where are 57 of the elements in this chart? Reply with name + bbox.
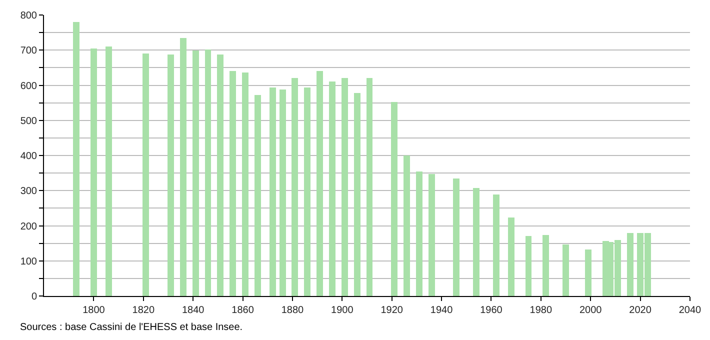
x-tick-label: 1820: [132, 305, 155, 316]
x-tick-label: 1940: [430, 305, 454, 316]
bar: [242, 72, 248, 296]
bar: [341, 78, 348, 296]
bar: [167, 54, 174, 296]
y-tick-label: 500: [20, 116, 38, 127]
x-tick-label: 1960: [480, 305, 503, 316]
source-note: Sources : base Cassini de l'EHESS et base Insee.: [20, 322, 243, 333]
bar: [254, 95, 261, 296]
bar: [73, 22, 80, 296]
y-tick-label: 800: [20, 10, 38, 22]
bar: [279, 89, 286, 296]
bar: [525, 236, 532, 296]
y-tick-label: 700: [20, 46, 38, 57]
bar: [416, 172, 422, 296]
bar: [366, 78, 373, 296]
x-tick-label: 2040: [678, 305, 702, 316]
bar: [428, 174, 435, 296]
bar: [542, 234, 550, 296]
x-tick-label: 1840: [182, 305, 205, 316]
y-tick-label: 300: [20, 186, 38, 198]
x-tick-label: 2020: [629, 305, 652, 316]
bar: [105, 46, 112, 296]
bar: [453, 178, 460, 296]
bar: [473, 188, 480, 296]
x-tick-label: 1800: [82, 305, 106, 316]
bar: [90, 48, 97, 296]
bar: [269, 87, 276, 296]
bar: [627, 233, 634, 296]
x-tick-label: 1980: [530, 305, 552, 316]
bar: [508, 218, 514, 296]
bar: [354, 92, 360, 296]
bar: [230, 70, 236, 296]
bar: [204, 49, 212, 296]
bar: [304, 87, 311, 296]
bar: [492, 194, 500, 296]
bar: [562, 244, 569, 296]
bar: [316, 70, 324, 296]
bar: [142, 53, 150, 296]
y-tick-label: 100: [20, 256, 38, 268]
bar: [391, 102, 398, 296]
bar: [404, 156, 410, 296]
x-tick-label: 1900: [331, 305, 354, 316]
bar: [192, 50, 199, 296]
x-tick-label: 2000: [579, 305, 602, 316]
bar: [217, 54, 224, 296]
x-tick-label: 1860: [232, 305, 254, 316]
bar: [328, 82, 336, 296]
y-tick-label: 0: [31, 292, 38, 302]
bar: [584, 250, 592, 296]
x-tick-label: 1920: [380, 305, 404, 316]
y-tick-label: 200: [20, 221, 38, 232]
y-tick-label: 600: [20, 80, 38, 92]
y-tick-label: 400: [20, 151, 38, 162]
bar: [180, 38, 186, 296]
x-tick-label: 1880: [281, 305, 304, 316]
bar: [292, 78, 298, 296]
